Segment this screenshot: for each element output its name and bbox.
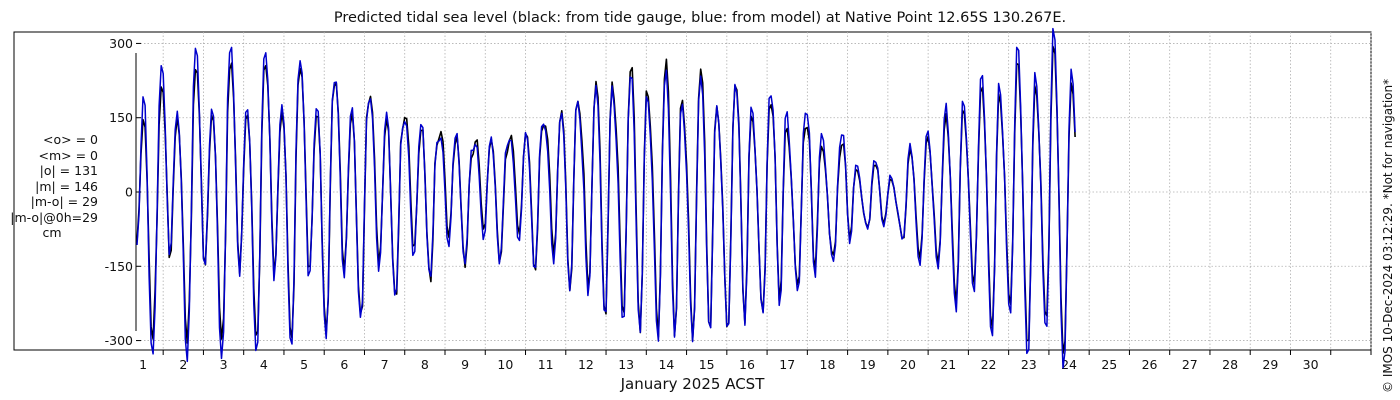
- x-tick-label: 21: [940, 357, 956, 372]
- x-tick-label: 24: [1061, 357, 1077, 372]
- stat-abs-diff: |m-o| = 29: [30, 194, 98, 209]
- x-tick-label: 4: [260, 357, 268, 372]
- x-tick-label: 9: [461, 357, 469, 372]
- stat-mean-obs: <o> = 0: [43, 132, 98, 147]
- x-tick-label: 3: [220, 357, 228, 372]
- series-line-tide-gauge: [136, 45, 1076, 355]
- stat-units: cm: [42, 225, 62, 240]
- x-tick-label: 16: [739, 357, 755, 372]
- x-tick-label: 6: [340, 357, 348, 372]
- chart-title: Predicted tidal sea level (black: from t…: [333, 10, 1067, 26]
- y-tick-label: -150: [105, 259, 133, 274]
- x-tick-label: 13: [618, 357, 634, 372]
- y-tick-label: -300: [105, 333, 133, 348]
- copyright-notice: © IMOS 10-Dec-2024 03:12:29. *Not for na…: [1381, 78, 1395, 393]
- stat-abs-obs: |o| = 131: [39, 163, 98, 178]
- x-tick-label: 18: [820, 357, 836, 372]
- stat-abs-diff-0h: |m-o|@0h=29: [10, 209, 98, 225]
- stat-mean-model: <m> = 0: [38, 147, 99, 163]
- y-ticks: -300 -150 0 150 300: [105, 36, 141, 348]
- x-tick-label: 10: [497, 357, 513, 372]
- x-tick-label: 2: [179, 357, 187, 372]
- x-axis-label: January 2025 ACST: [620, 375, 765, 393]
- x-tick-label: 25: [1101, 357, 1117, 372]
- x-tick-label: 5: [300, 357, 308, 372]
- x-tick-label: 28: [1222, 357, 1238, 372]
- y-tick-label: 300: [109, 36, 133, 51]
- series-layer: [136, 27, 1076, 369]
- x-tick-label: 11: [538, 357, 554, 372]
- x-tick-label: 7: [381, 357, 389, 372]
- grid-layer: [137, 32, 1372, 350]
- x-tick-label: 15: [699, 357, 715, 372]
- x-tick-label: 29: [1262, 357, 1278, 372]
- stats-panel: <o> = 0 <m> = 0 |o| = 131 |m| = 146 |m-o…: [6, 132, 98, 241]
- x-tick-label: 23: [1021, 357, 1037, 372]
- x-tick-label: 26: [1142, 357, 1158, 372]
- x-tick-label: 20: [900, 357, 916, 372]
- x-tick-label: 8: [421, 357, 429, 372]
- x-tick-label: 30: [1303, 357, 1319, 372]
- y-tick-label: 150: [109, 110, 133, 125]
- x-tick-label: 27: [1182, 357, 1198, 372]
- x-tick-label: 14: [658, 357, 674, 372]
- x-tick-label: 19: [860, 357, 876, 372]
- stat-abs-model: |m| = 146: [35, 178, 98, 194]
- y-tick-label: 0: [125, 185, 133, 200]
- x-tick-label: 1: [139, 357, 147, 372]
- series-line-model: [136, 27, 1076, 369]
- x-ticks: 1 2 3 4 5 6 7 8 9 10 11 12 13 14 15 16 17 18 19 20 21 22 23 24 2…: [139, 350, 1372, 372]
- x-tick-label: 17: [779, 357, 795, 372]
- x-tick-label: 22: [981, 357, 997, 372]
- plot-frame: [13, 31, 1372, 351]
- x-tick-label: 12: [578, 357, 594, 372]
